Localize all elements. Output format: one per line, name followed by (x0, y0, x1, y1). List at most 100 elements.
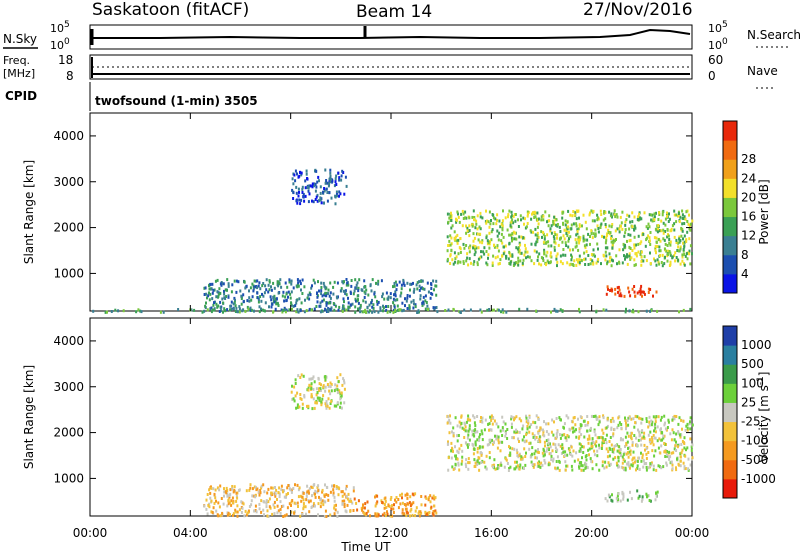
velocity-cell (335, 404, 338, 408)
power-cell (291, 307, 293, 311)
velocity-cell (412, 501, 415, 505)
velocity-cell (581, 464, 584, 468)
velocity-cell (645, 462, 648, 465)
power-cell (448, 239, 451, 243)
velocity-cell (215, 509, 218, 513)
power-colorbar-swatch (723, 254, 737, 275)
velocity-cell (340, 490, 343, 494)
velocity-cell (615, 496, 618, 500)
velocity-cell (582, 445, 585, 449)
velocity-cell (649, 464, 652, 468)
power-cell (488, 225, 491, 229)
velocity-cell (252, 494, 255, 498)
velocity-cell (516, 464, 519, 468)
velocity-cell (345, 494, 348, 498)
power-cell (357, 307, 359, 311)
power-cell (683, 252, 686, 256)
power-cell (459, 251, 462, 254)
velocity-cell (388, 504, 391, 508)
velocity-cell (501, 415, 504, 419)
power-cell (633, 243, 636, 247)
power-cell (569, 235, 572, 239)
power-cell (663, 262, 666, 266)
velocity-cell (521, 427, 524, 431)
power-cell (592, 253, 595, 257)
velocity-cell (341, 494, 344, 498)
velocity-cell (528, 425, 531, 429)
power-cell (578, 254, 581, 258)
power-cell (567, 230, 570, 234)
velocity-cell (294, 382, 297, 385)
velocity-cell (605, 441, 608, 445)
velocity-cell (534, 437, 537, 441)
power-cell (489, 240, 491, 243)
power-cell (139, 309, 142, 313)
power-cell (556, 224, 559, 228)
power-cell (295, 310, 298, 314)
velocity-cell (585, 462, 588, 466)
velocity-cell (479, 433, 481, 437)
power-cell (667, 249, 670, 253)
power-colorbar-tick: 24 (741, 171, 756, 185)
power-cell (517, 250, 520, 254)
power-cell (519, 243, 522, 247)
power-cell (555, 223, 558, 227)
power-cell (554, 218, 557, 222)
velocity-cell (321, 397, 324, 401)
velocity-cell (311, 494, 313, 498)
power-cell (479, 215, 482, 219)
power-cell (315, 169, 318, 173)
power-cell (568, 263, 571, 267)
power-cell (553, 248, 556, 252)
velocity-cell (657, 464, 660, 468)
velocity-cell (630, 431, 633, 435)
power-cell (337, 308, 340, 312)
power-cell (540, 218, 543, 222)
velocity-cell (335, 503, 337, 507)
power-cell (593, 254, 596, 258)
power-cell (542, 218, 545, 222)
velocity-cell (620, 423, 623, 426)
power-cell (501, 219, 504, 223)
power-cell (328, 301, 331, 305)
velocity-cell (626, 498, 629, 502)
velocity-cell (318, 382, 321, 386)
velocity-cell (679, 455, 682, 459)
velocity-cell (684, 454, 687, 458)
power-cell (618, 230, 621, 234)
velocity-cell (474, 441, 477, 445)
power-cell (686, 257, 689, 261)
power-cell (290, 301, 292, 305)
power-cell (472, 246, 475, 250)
velocity-cell (535, 414, 538, 418)
power-cell (324, 291, 327, 295)
velocity-cell (637, 438, 640, 442)
velocity-cell (336, 401, 339, 405)
power-cell (299, 279, 302, 283)
power-cell (417, 309, 420, 313)
power-cell (400, 283, 403, 287)
velocity-cell (518, 454, 521, 457)
velocity-cell (605, 426, 608, 430)
power-cell (387, 295, 390, 299)
power-cell (340, 178, 343, 182)
power-cell (633, 246, 636, 250)
power-cell (361, 288, 364, 292)
power-cell (406, 307, 409, 310)
power-cell (561, 211, 564, 215)
velocity-colorbar-frame (722, 325, 738, 499)
power-cell (412, 281, 414, 285)
power-cell (680, 226, 683, 230)
power-cell (223, 292, 226, 296)
velocity-cell (689, 416, 692, 420)
power-cell (681, 209, 684, 213)
power-cell (296, 278, 299, 282)
velocity-cell (488, 442, 491, 446)
velocity-cell (467, 414, 470, 418)
power-cell (234, 304, 237, 308)
power-cell (447, 220, 450, 224)
power-cell (577, 248, 580, 252)
velocity-cell (580, 443, 582, 447)
power-cell (570, 227, 573, 231)
power-cell (633, 263, 636, 267)
